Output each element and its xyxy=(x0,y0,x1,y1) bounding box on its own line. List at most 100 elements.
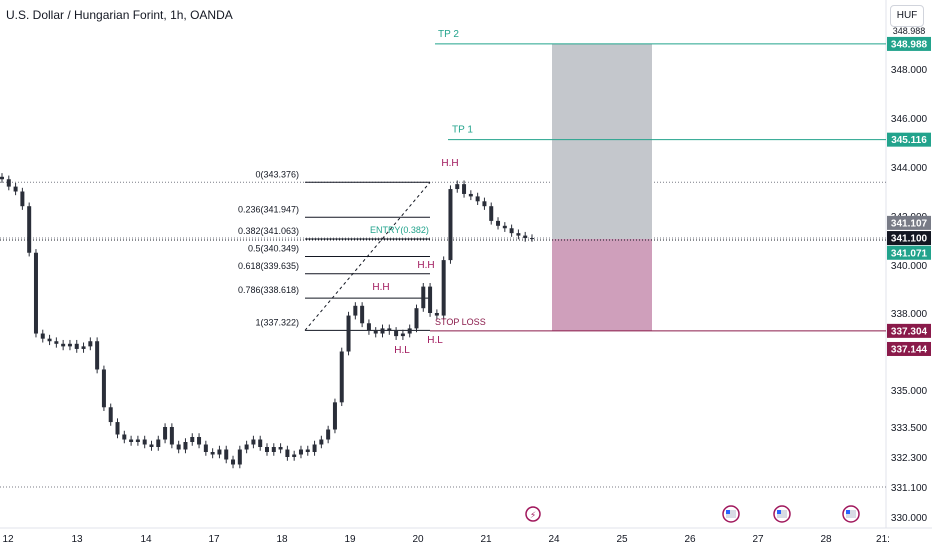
candle-body xyxy=(319,439,324,445)
annotation-label: H.H xyxy=(417,260,434,271)
candle-body xyxy=(258,439,263,447)
candle-body xyxy=(115,422,120,435)
candle-body xyxy=(231,459,236,465)
candle-body xyxy=(183,442,188,450)
candle-body xyxy=(414,308,419,329)
candle-body xyxy=(530,238,534,240)
candle-body xyxy=(142,439,147,445)
loss-zone xyxy=(552,238,652,331)
candle-body xyxy=(176,444,181,450)
candle-body xyxy=(237,449,242,465)
price-badge xyxy=(887,245,931,260)
fib-level-0.786-label: 0.786(338.618) xyxy=(238,285,299,295)
candle-body xyxy=(285,449,290,457)
us-flag-stripes xyxy=(726,510,736,518)
candle-body xyxy=(434,313,439,316)
y-tick-label: 338.000 xyxy=(891,309,928,320)
currency-button[interactable]: HUF xyxy=(890,5,924,27)
candle-body xyxy=(190,437,195,442)
candle-body xyxy=(489,206,494,221)
candle-body xyxy=(278,447,283,450)
candle-body xyxy=(271,447,276,452)
candle-body xyxy=(502,225,507,229)
price-badge-label: 337.144 xyxy=(891,344,928,355)
y-tick-label: 332.300 xyxy=(891,453,928,464)
price-badge-label: 341.107 xyxy=(891,218,928,229)
y-tick-label: 346.000 xyxy=(891,114,928,125)
candle-body xyxy=(108,407,113,423)
annotation-label: ENTRY(0.382) xyxy=(370,225,429,235)
candle-body xyxy=(475,196,480,202)
candle-body xyxy=(387,328,392,331)
annotation-label: H.H xyxy=(441,158,458,169)
annotation-label: STOP LOSS xyxy=(435,317,486,327)
annotation-label: H.L xyxy=(394,345,410,356)
x-tick-label: 19 xyxy=(344,534,356,545)
price-badge-label: 341.100 xyxy=(891,234,928,245)
fib-trendline xyxy=(304,181,431,331)
candle-body xyxy=(40,333,45,339)
price-badge-label: 345.116 xyxy=(891,135,927,146)
fib-level-0.236-label: 0.236(341.947) xyxy=(238,204,299,214)
annotation-label: H.H xyxy=(372,282,389,293)
y-tick-label: 333.500 xyxy=(891,423,928,434)
profit-zone xyxy=(552,43,652,239)
price-badge-label: 348.988 xyxy=(891,39,928,50)
x-tick-label: 21: xyxy=(876,534,890,545)
candle-body xyxy=(448,189,453,261)
candle-body xyxy=(47,338,52,342)
x-tick-label: 25 xyxy=(616,534,628,545)
candle-body xyxy=(305,449,310,452)
candle-body xyxy=(0,176,4,180)
candle-body xyxy=(421,286,426,309)
annotation-label: TP 2 xyxy=(438,29,459,40)
x-tick-label: 20 xyxy=(412,534,424,545)
x-tick-label: 24 xyxy=(548,534,560,545)
candle-body xyxy=(326,429,331,440)
candle-body xyxy=(101,369,106,408)
candle-body xyxy=(516,233,521,236)
candle-body xyxy=(54,341,59,344)
candle-body xyxy=(20,191,25,207)
annotation-label: TP 1 xyxy=(452,125,473,136)
us-flag-canton xyxy=(726,510,730,514)
economic-event-icon xyxy=(525,506,541,522)
candle-body xyxy=(400,333,405,337)
chart-title: U.S. Dollar / Hungarian Forint, 1h, OAND… xyxy=(6,8,233,22)
candle-body xyxy=(74,343,79,349)
price-badge xyxy=(887,341,931,356)
y-tick-label: 344.000 xyxy=(891,163,928,174)
candle-body xyxy=(217,449,222,455)
candle-body xyxy=(509,228,514,234)
candle-body xyxy=(129,439,134,442)
candle-body xyxy=(244,444,249,450)
candle-body xyxy=(428,286,433,313)
candle-body xyxy=(462,184,467,194)
us-flag-stripes xyxy=(846,510,856,518)
price-badge xyxy=(887,215,931,230)
candle-body xyxy=(135,439,140,442)
price-badge xyxy=(887,323,931,338)
candle-body xyxy=(380,328,385,334)
x-tick-label: 26 xyxy=(684,534,696,545)
candle-body xyxy=(265,447,269,452)
candle-body xyxy=(169,427,174,445)
lightning-icon: ⚡ xyxy=(530,510,536,520)
us-flag-canton xyxy=(846,510,850,514)
candle-body xyxy=(482,201,487,207)
candle-body xyxy=(292,454,297,457)
candle-body xyxy=(88,341,93,347)
candle-body xyxy=(346,315,351,352)
candle-body xyxy=(122,434,127,440)
candle-body xyxy=(251,439,256,445)
fib-level-0.5-label: 0.5(340.349) xyxy=(248,243,299,253)
us-flag-canton xyxy=(777,510,781,514)
candle-body xyxy=(33,252,38,334)
candle-body xyxy=(203,444,208,452)
x-tick-label: 21 xyxy=(480,534,492,545)
x-tick-label: 18 xyxy=(276,534,288,545)
candle-body xyxy=(67,343,72,347)
candle-body xyxy=(27,206,32,253)
fib-level-0.382-label: 0.382(341.063) xyxy=(238,226,299,236)
